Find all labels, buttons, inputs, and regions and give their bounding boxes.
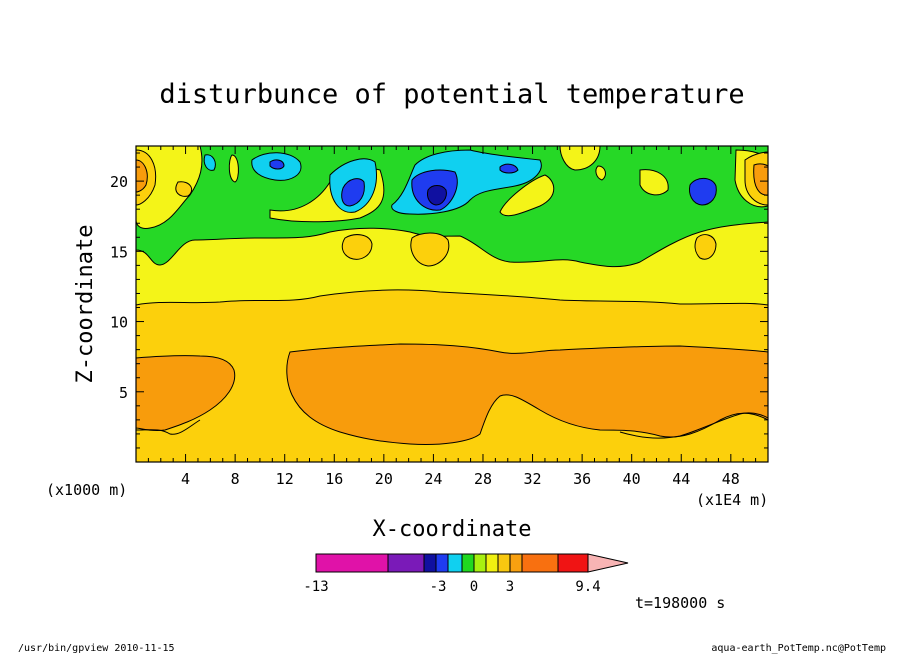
x-tick-label: 12 [276,470,294,488]
y-axis-ticks: 5 10 15 20 [110,152,768,449]
colorbar-segment [435,553,449,573]
contour-lines [136,412,768,439]
x-tick-label: 44 [672,470,690,488]
colorbar-segment [557,553,589,573]
y-tick-label: 10 [110,314,128,332]
blue-blobs [269,159,717,211]
x-tick-label: 4 [181,470,190,488]
chart-title: disturbunce of potential temperature [159,79,744,110]
footer-right: aqua-earth_PotTemp.nc@PotTemp [711,643,886,654]
colorbar-label: -3 [430,579,447,595]
x-tick-label: 16 [325,470,343,488]
plot-area [135,145,769,463]
colorbar-segment [387,553,425,573]
y-tick-label: 15 [110,243,128,261]
x-tick-label: 20 [375,470,393,488]
plot-frame [135,145,769,463]
time-label: t=198000 s [635,594,725,612]
colorbar [315,553,629,573]
colorbar-segment [473,553,487,573]
colorbar-label: 0 [470,579,478,595]
x-tick-label: 28 [474,470,492,488]
colorbar-segment [509,553,523,573]
colorbar-arrow [587,553,629,573]
colorbar-labels: -13 -3 0 3 9.4 [303,579,600,595]
x-tick-label: 40 [623,470,641,488]
x-tick-label: 36 [573,470,591,488]
x-unit-left: (x1000 m) [46,481,127,499]
colorbar-label: -13 [303,579,328,595]
colorbar-segment [497,553,511,573]
y-tick-label: 5 [119,384,128,402]
x-axis-ticks: 4 8 12 16 20 24 28 32 36 40 44 48 [147,146,757,488]
colorbar-segment [485,553,499,573]
footer-left: /usr/bin/gpview 2010-11-15 [18,643,175,654]
colorbar-label: 9.4 [575,579,600,595]
colorbar-label: 3 [506,579,514,595]
darkblue-core [427,185,447,206]
colorbar-segment [423,553,437,573]
y-tick-label: 20 [110,173,128,191]
band-orange-low-main [286,343,768,445]
y-axis-label: Z-coordinate [73,225,98,384]
colorbar-segment [447,553,463,573]
x-tick-label: 8 [231,470,240,488]
colorbar-segment [315,553,389,573]
x-axis-label: X-coordinate [373,517,532,542]
colorbar-segment [521,553,559,573]
x-tick-label: 32 [524,470,542,488]
x-tick-label: 48 [722,470,740,488]
x-tick-label: 24 [424,470,442,488]
x-unit-right: (x1E4 m) [696,491,768,509]
darkorange-cores [136,159,768,196]
colorbar-segment [461,553,475,573]
